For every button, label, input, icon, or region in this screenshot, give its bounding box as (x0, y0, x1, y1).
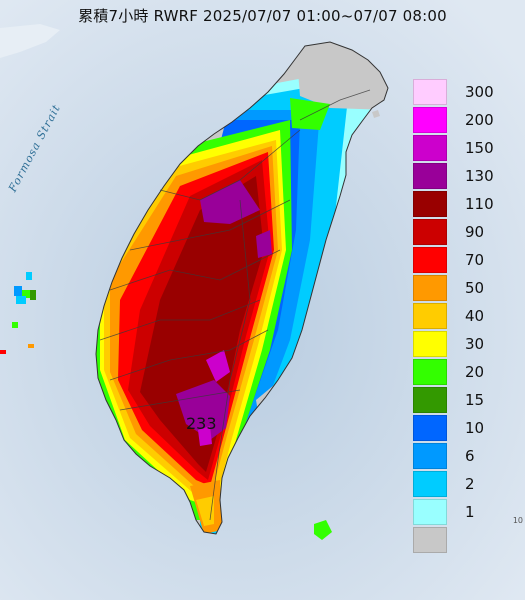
legend-swatch (413, 191, 447, 217)
legend-swatch (413, 387, 447, 413)
legend-label: 70 (465, 251, 485, 269)
legend-label: 2 (465, 475, 475, 493)
legend-label: 15 (465, 391, 485, 409)
legend-swatch (413, 415, 447, 441)
county-boundaries (99, 89, 371, 521)
legend-label: 130 (465, 167, 494, 185)
corner-mark: 10 (512, 516, 523, 525)
penghu-islands (0, 272, 36, 354)
legend-swatch (413, 331, 447, 357)
mainland-coast (0, 24, 60, 58)
legend-swatch (413, 359, 447, 385)
legend-swatch (413, 275, 447, 301)
legend-label: 300 (465, 83, 494, 101)
map-title: 累積7小時 RWRF 2025/07/07 01:00~07/07 08:00 (78, 7, 447, 25)
legend-label: 90 (465, 223, 485, 241)
legend-label: 40 (465, 307, 485, 325)
legend-label: 50 (465, 279, 485, 297)
orchid-island (314, 520, 332, 540)
legend-label: 30 (465, 335, 485, 353)
legend-swatch (413, 443, 447, 469)
legend-swatch (413, 527, 447, 553)
legend-label: 150 (465, 139, 494, 157)
legend-swatch (413, 303, 447, 329)
legend-label: 1 (465, 503, 475, 521)
max-rainfall-label: 233 (186, 414, 217, 433)
legend-label: 200 (465, 111, 494, 129)
legend-swatch (413, 163, 447, 189)
legend-swatch (413, 247, 447, 273)
legend-swatch (413, 471, 447, 497)
legend-label: 110 (465, 195, 494, 213)
legend-swatch (413, 135, 447, 161)
legend-swatch (413, 499, 447, 525)
turtle-island (372, 110, 380, 118)
legend-label: 6 (465, 447, 475, 465)
legend-swatch (413, 219, 447, 245)
legend-label: 20 (465, 363, 485, 381)
legend-label: 10 (465, 419, 485, 437)
legend-swatch (413, 79, 447, 105)
legend-swatch (413, 107, 447, 133)
